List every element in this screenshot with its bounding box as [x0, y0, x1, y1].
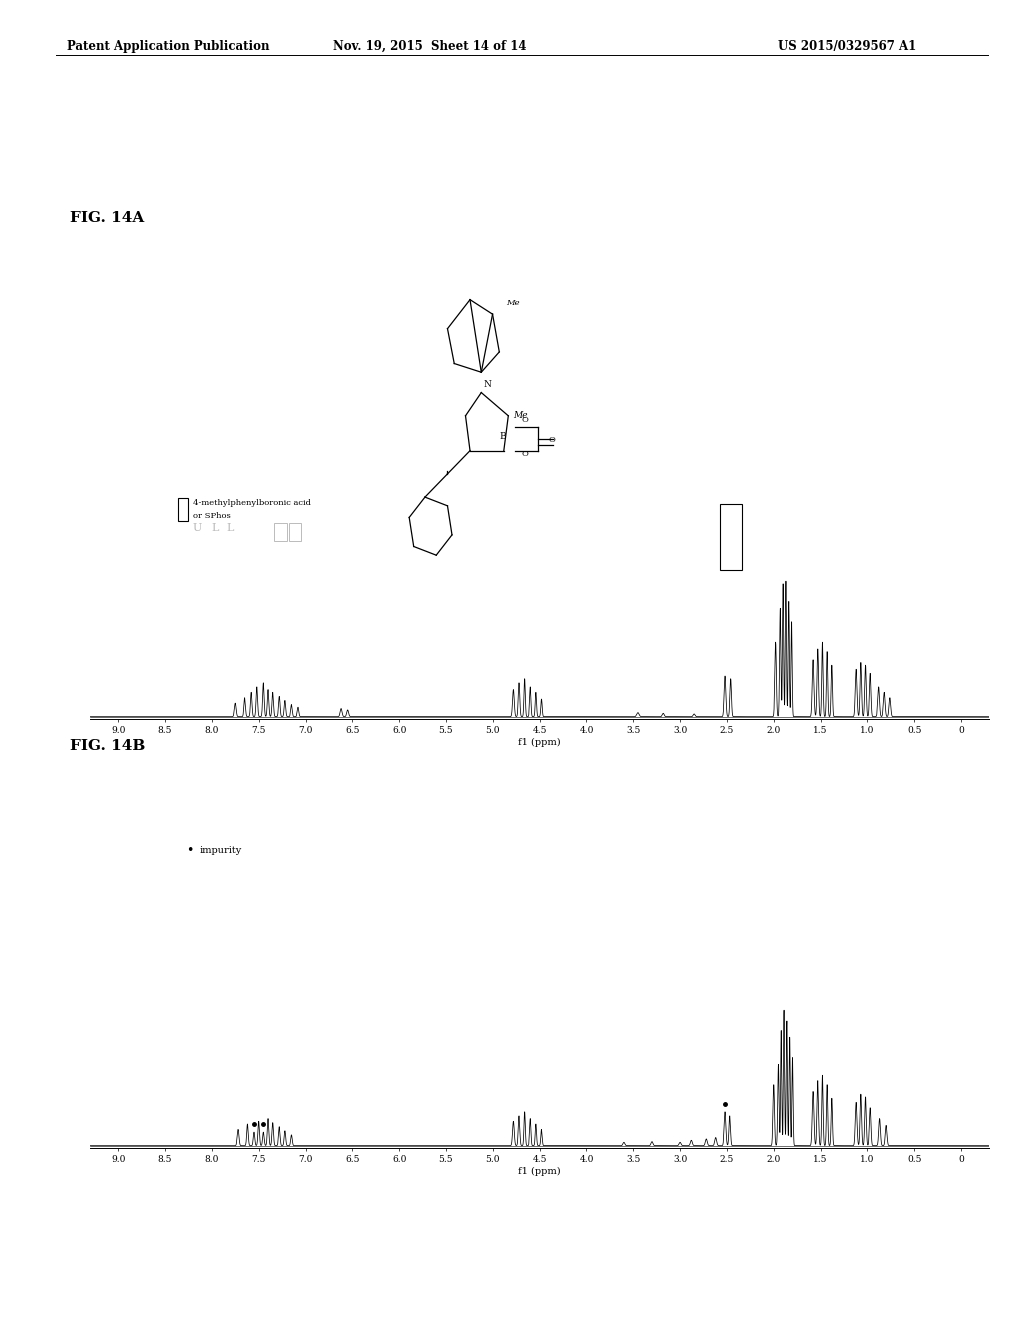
Text: B: B — [500, 432, 506, 441]
Text: or SPhos: or SPhos — [193, 512, 230, 520]
Text: 4-methylphenylboronic acid: 4-methylphenylboronic acid — [193, 499, 310, 507]
Text: O: O — [549, 436, 556, 444]
Text: L: L — [226, 523, 234, 533]
X-axis label: f1 (ppm): f1 (ppm) — [518, 738, 561, 747]
Text: Me: Me — [513, 411, 527, 420]
Text: FIG. 14A: FIG. 14A — [70, 211, 144, 226]
Text: U: U — [193, 523, 203, 533]
Text: Me: Me — [506, 300, 520, 308]
Text: US 2015/0329567 A1: US 2015/0329567 A1 — [778, 40, 916, 53]
X-axis label: f1 (ppm): f1 (ppm) — [518, 1167, 561, 1176]
Text: Patent Application Publication: Patent Application Publication — [67, 40, 269, 53]
Text: O: O — [522, 416, 528, 424]
Text: O: O — [522, 450, 528, 458]
Text: •: • — [185, 843, 194, 857]
Text: L: L — [211, 523, 219, 533]
Text: impurity: impurity — [200, 846, 242, 854]
Text: FIG. 14B: FIG. 14B — [70, 739, 145, 754]
Text: Nov. 19, 2015  Sheet 14 of 14: Nov. 19, 2015 Sheet 14 of 14 — [334, 40, 526, 53]
Text: N: N — [483, 380, 492, 389]
